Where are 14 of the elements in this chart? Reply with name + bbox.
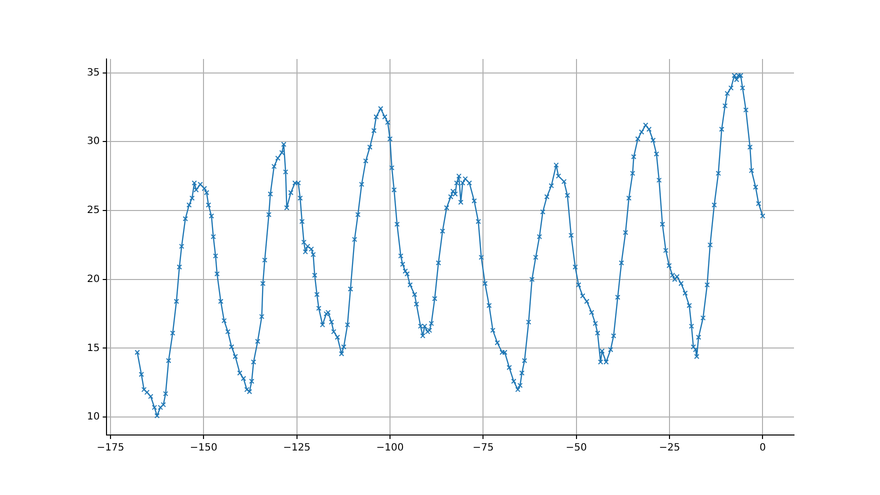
x-tick-label: −150 xyxy=(190,442,218,454)
x-tick-label: 0 xyxy=(760,442,766,454)
x-tick-label: −50 xyxy=(566,442,587,454)
x-tick-label: −100 xyxy=(376,442,404,454)
x-tick-label: −175 xyxy=(96,442,124,454)
y-tick-label: 35 xyxy=(86,67,100,78)
y-tick-label: 10 xyxy=(86,412,100,423)
x-tick-label: −25 xyxy=(658,442,680,454)
y-tick-label: 15 xyxy=(86,342,100,354)
x-tick-label: −125 xyxy=(283,442,311,454)
y-tick-label: 20 xyxy=(86,274,100,285)
y-tick-label: 30 xyxy=(86,136,100,148)
y-tick-label: 25 xyxy=(86,205,100,216)
x-tick-label: −75 xyxy=(472,442,494,454)
